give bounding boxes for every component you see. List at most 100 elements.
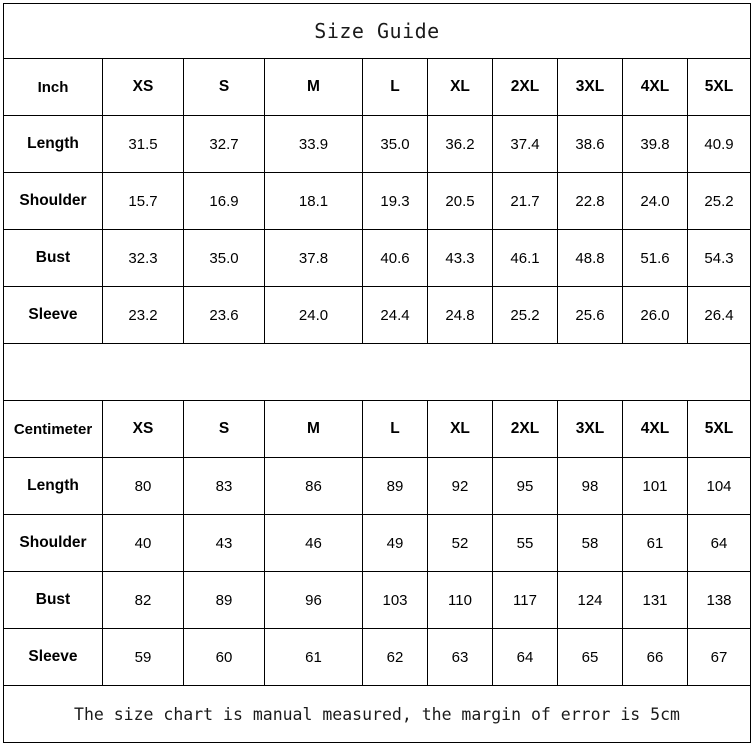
footer-note-row: The size chart is manual measured, the m… [2, 685, 752, 743]
cell-length-cm-3xl: 98 [557, 457, 623, 515]
cell-shoulder-inch-s: 16.9 [183, 172, 265, 230]
cell-sleeve-cm-3xl: 65 [557, 628, 623, 686]
table-spacer-row [2, 343, 752, 401]
cell-length-inch-l: 35.0 [362, 115, 428, 173]
cell-shoulder-cm-s: 43 [183, 514, 265, 572]
cell-length-cm-2xl: 95 [492, 457, 558, 515]
cell-shoulder-inch-5xl: 25.2 [686, 172, 752, 230]
size-header-3xl: 3XL [557, 58, 623, 116]
cell-shoulder-cm-m: 46 [264, 514, 363, 572]
size-guide-table: Size Guide Inch XS S M L XL 2XL 3XL 4XL … [2, 3, 752, 743]
table-spacer-cell [2, 343, 752, 401]
cell-bust-cm-s: 89 [183, 571, 265, 629]
size-header-cm-3xl: 3XL [557, 400, 623, 458]
cell-length-inch-s: 32.7 [183, 115, 265, 173]
cell-bust-inch-3xl: 48.8 [557, 229, 623, 287]
table-row: Shoulder 15.7 16.9 18.1 19.3 20.5 21.7 2… [3, 172, 752, 230]
cell-sleeve-cm-xl: 63 [427, 628, 493, 686]
header-row-inch: Inch XS S M L XL 2XL 3XL 4XL 5XL [3, 58, 752, 116]
page-title: Size Guide [2, 3, 752, 59]
size-header-cm-xs: XS [102, 400, 184, 458]
cell-length-cm-5xl: 104 [686, 457, 752, 515]
cell-length-inch-4xl: 39.8 [622, 115, 688, 173]
cell-length-cm-m: 86 [264, 457, 363, 515]
size-header-s: S [183, 58, 265, 116]
size-header-cm-4xl: 4XL [622, 400, 688, 458]
cell-length-inch-3xl: 38.6 [557, 115, 623, 173]
cell-sleeve-cm-4xl: 66 [622, 628, 688, 686]
cell-length-inch-xl: 36.2 [427, 115, 493, 173]
cell-shoulder-inch-2xl: 21.7 [492, 172, 558, 230]
cell-sleeve-inch-xl: 24.8 [427, 286, 493, 344]
cell-sleeve-cm-m: 61 [264, 628, 363, 686]
row-label-shoulder-inch: Shoulder [3, 172, 103, 230]
measurement-disclaimer: The size chart is manual measured, the m… [2, 685, 752, 743]
cell-bust-cm-5xl: 138 [686, 571, 752, 629]
row-label-sleeve-inch: Sleeve [3, 286, 103, 344]
cell-shoulder-inch-xs: 15.7 [102, 172, 184, 230]
size-header-cm-2xl: 2XL [492, 400, 558, 458]
cell-bust-cm-m: 96 [264, 571, 363, 629]
cell-length-cm-4xl: 101 [622, 457, 688, 515]
cell-shoulder-cm-xl: 52 [427, 514, 493, 572]
cell-shoulder-cm-xs: 40 [102, 514, 184, 572]
size-header-xl: XL [427, 58, 493, 116]
cell-length-inch-m: 33.9 [264, 115, 363, 173]
cell-sleeve-inch-xs: 23.2 [102, 286, 184, 344]
cell-shoulder-inch-4xl: 24.0 [622, 172, 688, 230]
table-row: Length 31.5 32.7 33.9 35.0 36.2 37.4 38.… [3, 115, 752, 173]
cell-length-inch-2xl: 37.4 [492, 115, 558, 173]
cell-sleeve-inch-5xl: 26.4 [686, 286, 752, 344]
row-label-length-inch: Length [3, 115, 103, 173]
cell-bust-inch-xl: 43.3 [427, 229, 493, 287]
table-row: Sleeve 59 60 61 62 63 64 65 66 67 [3, 628, 752, 686]
size-header-xs: XS [102, 58, 184, 116]
size-header-m: M [264, 58, 363, 116]
cell-bust-cm-xs: 82 [102, 571, 184, 629]
cell-length-cm-xs: 80 [102, 457, 184, 515]
cell-length-cm-xl: 92 [427, 457, 493, 515]
size-header-l: L [362, 58, 428, 116]
cell-sleeve-cm-2xl: 64 [492, 628, 558, 686]
cell-shoulder-cm-l: 49 [362, 514, 428, 572]
cell-bust-inch-xs: 32.3 [102, 229, 184, 287]
cell-sleeve-cm-5xl: 67 [686, 628, 752, 686]
cell-bust-inch-5xl: 54.3 [686, 229, 752, 287]
header-row-centimeter: Centimeter XS S M L XL 2XL 3XL 4XL 5XL [3, 400, 752, 458]
cell-bust-inch-4xl: 51.6 [622, 229, 688, 287]
cell-shoulder-inch-l: 19.3 [362, 172, 428, 230]
cell-shoulder-cm-4xl: 61 [622, 514, 688, 572]
cell-shoulder-inch-3xl: 22.8 [557, 172, 623, 230]
cell-length-inch-5xl: 40.9 [686, 115, 752, 173]
cell-sleeve-inch-4xl: 26.0 [622, 286, 688, 344]
cell-bust-inch-l: 40.6 [362, 229, 428, 287]
size-header-cm-5xl: 5XL [686, 400, 752, 458]
row-label-length-cm: Length [3, 457, 103, 515]
size-header-4xl: 4XL [622, 58, 688, 116]
cell-bust-cm-xl: 110 [427, 571, 493, 629]
cell-length-cm-s: 83 [183, 457, 265, 515]
table-row: Bust 82 89 96 103 110 117 124 131 138 [3, 571, 752, 629]
unit-header-centimeter: Centimeter [3, 400, 103, 458]
row-label-sleeve-cm: Sleeve [3, 628, 103, 686]
table-row: Sleeve 23.2 23.6 24.0 24.4 24.8 25.2 25.… [3, 286, 752, 344]
cell-bust-inch-m: 37.8 [264, 229, 363, 287]
size-header-cm-xl: XL [427, 400, 493, 458]
cell-sleeve-inch-s: 23.6 [183, 286, 265, 344]
cell-sleeve-cm-s: 60 [183, 628, 265, 686]
cell-shoulder-cm-5xl: 64 [686, 514, 752, 572]
unit-header-inch: Inch [3, 58, 103, 116]
cell-bust-cm-2xl: 117 [492, 571, 558, 629]
size-header-2xl: 2XL [492, 58, 558, 116]
cell-bust-cm-l: 103 [362, 571, 428, 629]
size-header-cm-s: S [183, 400, 265, 458]
size-header-5xl: 5XL [686, 58, 752, 116]
cell-bust-cm-3xl: 124 [557, 571, 623, 629]
cell-sleeve-inch-m: 24.0 [264, 286, 363, 344]
cell-shoulder-cm-2xl: 55 [492, 514, 558, 572]
cell-sleeve-inch-2xl: 25.2 [492, 286, 558, 344]
title-row: Size Guide [2, 3, 752, 59]
cell-sleeve-inch-l: 24.4 [362, 286, 428, 344]
table-row: Shoulder 40 43 46 49 52 55 58 61 64 [3, 514, 752, 572]
cell-length-inch-xs: 31.5 [102, 115, 184, 173]
